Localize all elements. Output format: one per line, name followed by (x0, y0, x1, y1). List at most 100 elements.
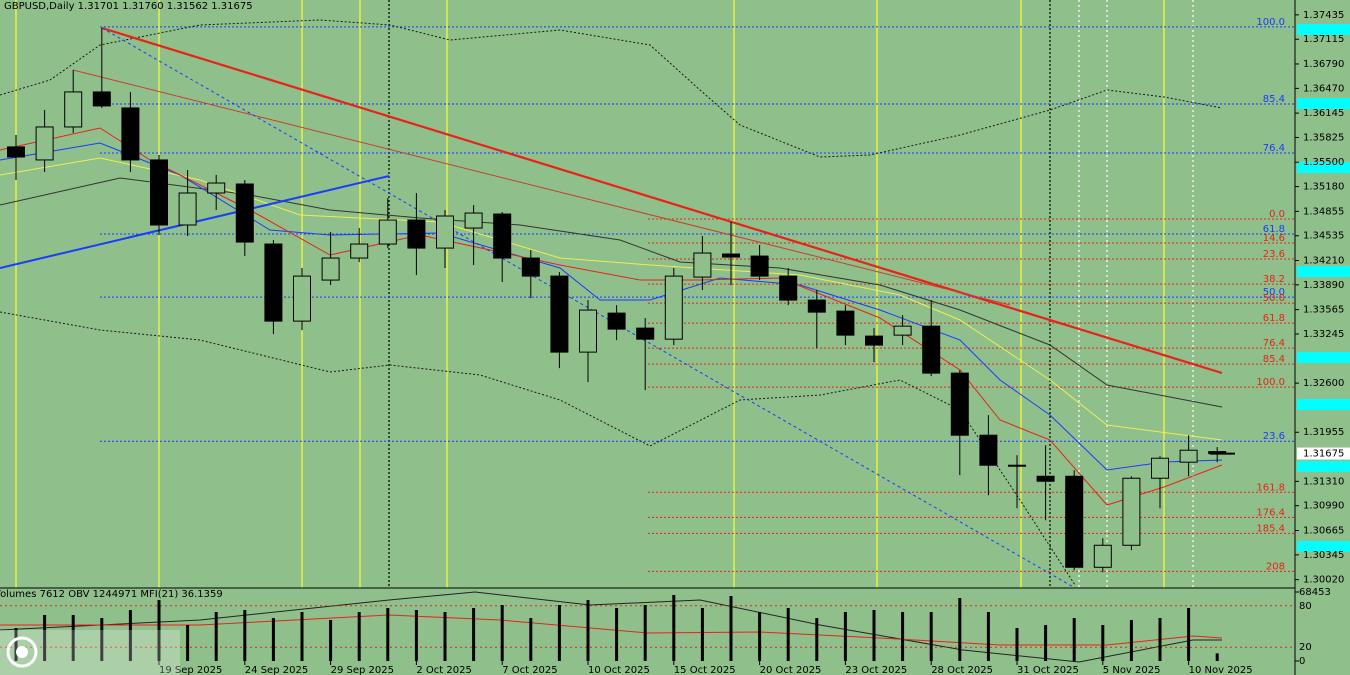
candle-body (521, 257, 540, 277)
fib-label: 50.0 (1263, 293, 1285, 304)
candle-body (807, 299, 826, 313)
fib-label: 0.0 (1269, 209, 1285, 220)
chart-title: GBPUSD,Daily 1.31701 1.31760 1.31562 1.3… (4, 1, 253, 12)
fib-label: 76.4 (1263, 338, 1285, 349)
x-tick-label: 20 Oct 2025 (760, 665, 822, 675)
y-tick-label: 1.36470 (1303, 83, 1344, 94)
x-tick-label: 10 Nov 2025 (1189, 665, 1253, 675)
fib-label: 208 (1266, 561, 1285, 572)
candle-body (64, 91, 83, 128)
y-tick-label: 1.31310 (1303, 476, 1344, 487)
y-tick-label: 1.37435 (1303, 10, 1344, 21)
candle-body (464, 212, 483, 229)
y-tick-label: 1.34855 (1303, 206, 1344, 217)
candle-body (636, 327, 655, 340)
mfi-tick-label: 80 (1299, 601, 1312, 612)
candle-body (293, 275, 311, 322)
y-tick-label: 1.34535 (1303, 231, 1344, 242)
candle-body (1008, 464, 1026, 467)
candle-body (607, 312, 626, 330)
y-tick-label: 1.36790 (1303, 59, 1344, 70)
y-tick-label: 1.33245 (1303, 329, 1344, 340)
candle-body (579, 309, 597, 353)
candle-body (693, 252, 712, 278)
fib-label: 23.6 (1263, 249, 1285, 260)
candle-body (979, 434, 998, 466)
y-tick-label: 1.32600 (1303, 378, 1344, 389)
y-tick-label: 1.34210 (1303, 255, 1344, 266)
x-tick-label: 24 Sep 2025 (245, 665, 308, 675)
candle-body (92, 91, 111, 107)
candle-body (922, 325, 941, 374)
y-tick-label: 1.36145 (1303, 108, 1344, 119)
candle-body (493, 213, 512, 259)
candle-body (950, 372, 969, 436)
x-tick-label: 28 Oct 2025 (931, 665, 993, 675)
axis-level-markers (1297, 24, 1350, 552)
candles (7, 27, 1227, 573)
candle-body (893, 325, 912, 336)
candle-body (150, 159, 168, 226)
y-tick-label: 1.30345 (1303, 550, 1344, 561)
candle-body (750, 255, 769, 277)
indicator-lines (0, 19, 1223, 589)
x-tick-label: 15 Oct 2025 (674, 665, 736, 675)
y-tick-label: 1.35500 (1303, 157, 1344, 168)
y-tick-label: 1.31955 (1303, 427, 1344, 438)
logo (0, 630, 180, 675)
candle-body (321, 257, 340, 281)
x-tick-label: 2 Oct 2025 (416, 665, 471, 675)
fib-label: 100.0 (1256, 377, 1285, 388)
fib-label: 23.6 (1263, 431, 1285, 442)
candle-body (7, 146, 25, 158)
x-tick-label: 7 Oct 2025 (502, 665, 557, 675)
volume-pane: 68453 0 80 20 (0, 587, 1331, 667)
candle-body (35, 126, 54, 161)
candle-body (1122, 477, 1141, 546)
candle-body (407, 219, 426, 249)
candle-body (350, 243, 369, 259)
candle-body (550, 275, 569, 353)
fib-label: 85.4 (1263, 94, 1285, 105)
candle-body (1065, 475, 1084, 568)
mfi-tick-label: 20 (1299, 642, 1312, 653)
fib-label: 100.0 (1256, 17, 1285, 28)
fib-label: 76.4 (1263, 143, 1285, 154)
y-tick-label: 1.33890 (1303, 280, 1344, 291)
fib-label: 61.8 (1263, 224, 1285, 235)
candle-body (1179, 449, 1198, 463)
y-tick-label: 1.35180 (1303, 182, 1344, 193)
y-tick-label: 1.33565 (1303, 305, 1344, 316)
candle-body (1151, 457, 1169, 479)
y-tick-label: 1.37115 (1303, 34, 1344, 45)
fib-label: 38.2 (1263, 274, 1285, 285)
candle-body (1093, 544, 1112, 568)
fib-label: 61.8 (1263, 313, 1285, 324)
y-tick-label: 1.30020 (1303, 575, 1344, 586)
current-price-box (1297, 447, 1350, 460)
x-tick-label: 23 Oct 2025 (845, 665, 907, 675)
x-tick-label: 19 Sep 2025 (159, 665, 222, 675)
candle-body (722, 253, 740, 258)
candle-body (1036, 475, 1055, 482)
volume-tick-label: 0 (1299, 656, 1305, 667)
x-tick-label: 29 Sep 2025 (331, 665, 394, 675)
fib-label: 50.0 (1263, 287, 1285, 298)
candle-body (836, 310, 855, 336)
y-tick-label: 1.35825 (1303, 132, 1344, 143)
fibonacci-levels: 100.0 85.4 76.4 61.8 50.0 23.6 0.0 14.6 23.6 38.2… (100, 17, 1295, 572)
y-tick-label: 1.30990 (1303, 501, 1344, 512)
candle-body (235, 183, 254, 243)
volume-tick-label: 68453 (1299, 587, 1331, 598)
fib-label: 85.4 (1263, 354, 1285, 365)
fib-label: 14.6 (1263, 233, 1285, 244)
candle-body (207, 182, 226, 194)
fib-label: 161.8 (1256, 482, 1285, 493)
y-tick-label: 1.30665 (1303, 525, 1344, 536)
candle-body (779, 275, 798, 301)
candle-body (378, 219, 397, 245)
x-tick-label: 31 Oct 2025 (1017, 665, 1079, 675)
candle-body (865, 335, 883, 346)
candle-body (664, 275, 683, 340)
